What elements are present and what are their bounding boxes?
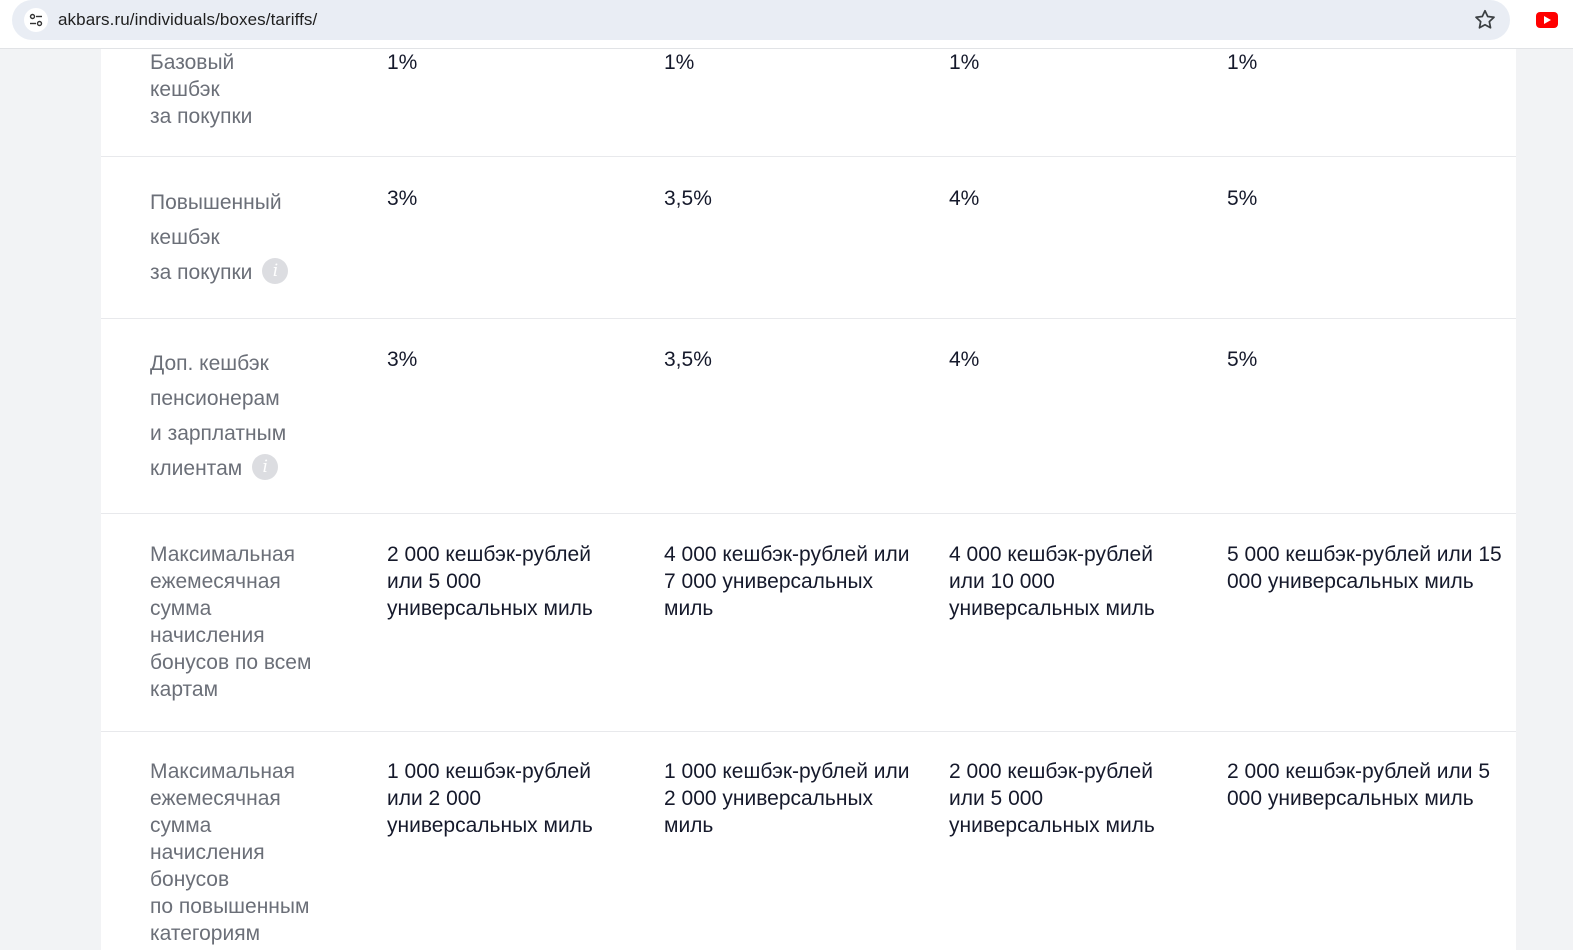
label-line: кешбэк	[150, 78, 220, 101]
value-cell: 1 000 кешбэк-рублей или 2 000 универсаль…	[387, 760, 593, 837]
label-line: клиентам	[150, 457, 243, 480]
value-cell: 1%	[949, 51, 980, 74]
value-cell: 3,5%	[664, 187, 712, 210]
label-line: и зарплатным	[150, 422, 287, 445]
value-cell: 4 000 кешбэк-рублей или 7 000 универсаль…	[664, 543, 910, 620]
table-row: Максимальная ежемесячная сумма начислени…	[101, 514, 1516, 732]
row-label: Максимальная ежемесячная сумма начислени…	[150, 541, 350, 703]
value-cell: 1 000 кешбэк-рублей или 2 000 универсаль…	[664, 760, 910, 837]
browser-toolbar: akbars.ru/individuals/boxes/tariffs/	[0, 0, 1573, 49]
value-cell: 4 000 кешбэк-рублей или 10 000 универсал…	[949, 543, 1155, 620]
table-row: Доп. кешбэк пенсионерам и зарплатным кли…	[101, 319, 1516, 514]
star-icon[interactable]	[1472, 7, 1498, 33]
value-cell: 5 000 кешбэк-рублей или 15 000 универсал…	[1227, 543, 1502, 593]
label-line: начисления	[150, 841, 265, 864]
value-cell: 4%	[949, 187, 980, 210]
label-line: кешбэк	[150, 226, 220, 249]
value-cell: 3,5%	[664, 348, 712, 371]
label-line: пенсионерам	[150, 387, 280, 410]
value-cell: 2 000 кешбэк-рублей или 5 000 универсаль…	[1227, 760, 1491, 810]
value-cell: 5%	[1227, 348, 1258, 371]
youtube-icon[interactable]	[1536, 12, 1558, 28]
label-line: бонусов по всем	[150, 651, 312, 674]
label-line: ежемесячная	[150, 787, 281, 810]
label-line: картам	[150, 678, 219, 701]
table-row: Повышенный кешбэк за покупки i 3% 3,5% 4%…	[101, 157, 1516, 319]
label-line: Повышенный	[150, 191, 282, 214]
label-line: Максимальная	[150, 760, 296, 783]
label-line: бонусов	[150, 868, 230, 891]
value-cell: 3%	[387, 348, 418, 371]
row-label: Базовый кешбэк за покупки	[150, 49, 350, 130]
label-line: Доп. кешбэк	[150, 352, 269, 375]
table-row: Базовый кешбэк за покупки 1% 1% 1% 1%	[101, 49, 1516, 157]
label-line: сумма	[150, 597, 212, 620]
tariff-table: Базовый кешбэк за покупки 1% 1% 1% 1% По…	[101, 49, 1516, 950]
label-line: сумма	[150, 814, 212, 837]
tune-icon[interactable]	[24, 8, 48, 32]
label-line: за покупки	[150, 261, 253, 284]
label-line: Максимальная	[150, 543, 296, 566]
info-icon[interactable]: i	[262, 258, 289, 285]
value-cell: 1%	[387, 51, 418, 74]
table-row: Максимальная ежемесячная сумма начислени…	[101, 732, 1516, 950]
label-line: по повышенным	[150, 895, 310, 918]
label-line: ежемесячная	[150, 570, 281, 593]
label-line: начисления	[150, 624, 265, 647]
label-line: за покупки	[150, 105, 253, 128]
value-cell: 2 000 кешбэк-рублей или 5 000 универсаль…	[949, 760, 1155, 837]
value-cell: 3%	[387, 187, 418, 210]
value-cell: 5%	[1227, 187, 1258, 210]
value-cell: 2 000 кешбэк-рублей или 5 000 универсаль…	[387, 543, 593, 620]
row-label: Доп. кешбэк пенсионерам и зарплатным кли…	[150, 346, 350, 486]
label-line: категориям	[150, 922, 261, 945]
value-cell: 4%	[949, 348, 980, 371]
row-label: Максимальная ежемесячная сумма начислени…	[150, 758, 350, 947]
label-line: Базовый	[150, 51, 235, 74]
url-text[interactable]: akbars.ru/individuals/boxes/tariffs/	[58, 10, 318, 29]
row-label: Повышенный кешбэк за покупки i	[150, 185, 350, 290]
value-cell: 1%	[1227, 51, 1258, 74]
value-cell: 1%	[664, 51, 695, 74]
address-bar[interactable]: akbars.ru/individuals/boxes/tariffs/	[12, 0, 1510, 40]
info-icon[interactable]: i	[252, 454, 279, 481]
